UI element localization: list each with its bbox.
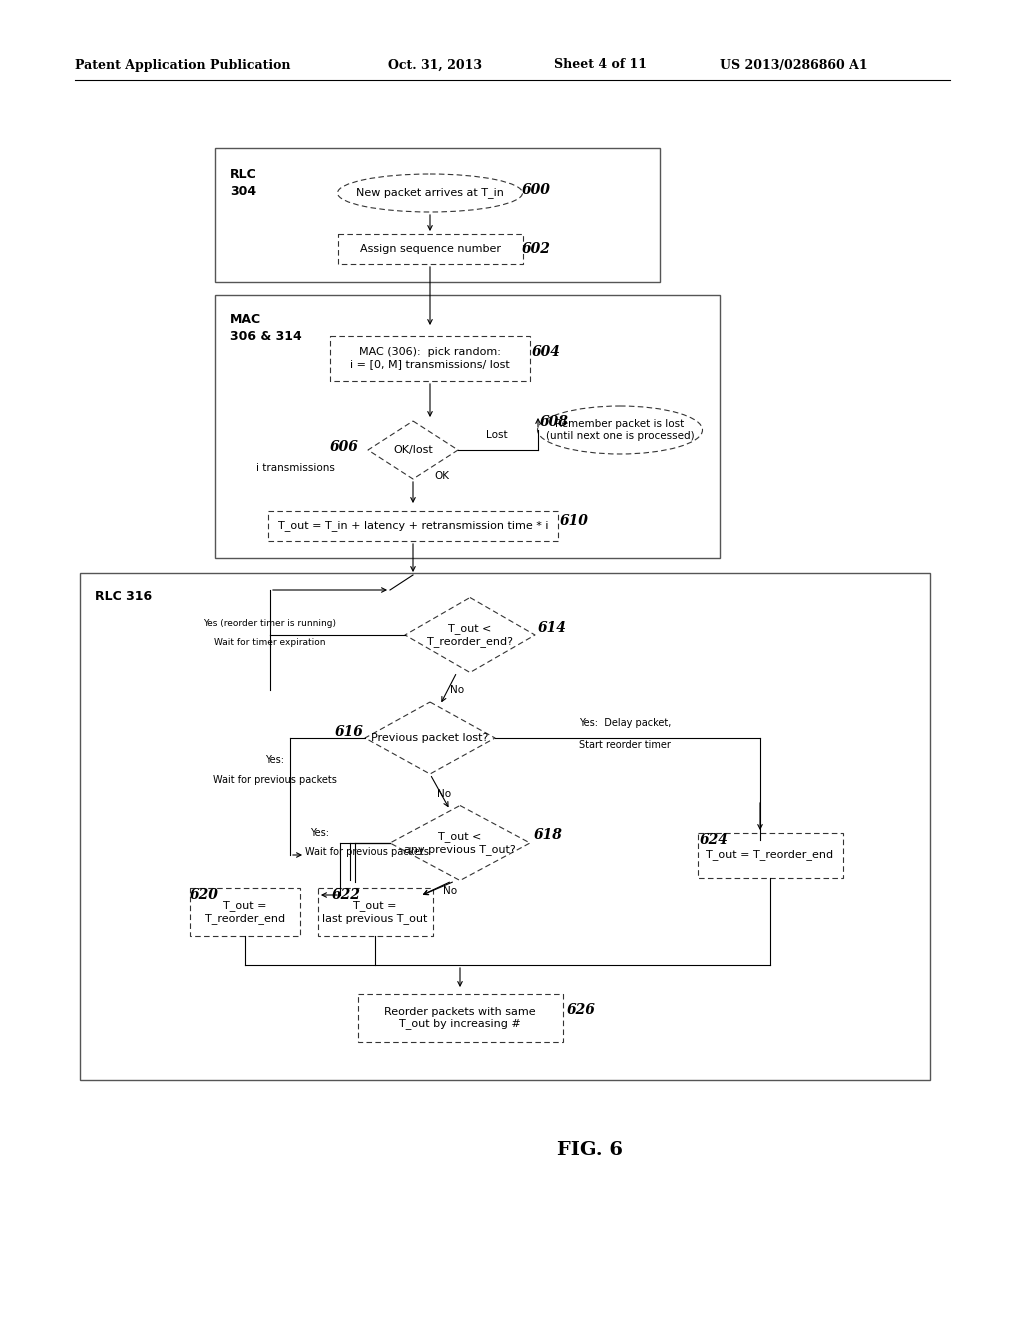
Text: Remember packet is lost
(until next one is processed): Remember packet is lost (until next one … <box>546 420 694 441</box>
Text: No: No <box>450 685 464 696</box>
FancyBboxPatch shape <box>268 511 558 541</box>
Text: 616: 616 <box>335 725 364 739</box>
FancyBboxPatch shape <box>215 294 720 558</box>
Text: Yes (reorder timer is running): Yes (reorder timer is running) <box>204 619 337 628</box>
Text: No: No <box>443 886 457 896</box>
Text: Start reorder timer: Start reorder timer <box>579 741 671 750</box>
Text: US 2013/0286860 A1: US 2013/0286860 A1 <box>720 58 867 71</box>
Text: OK: OK <box>434 471 449 480</box>
Text: T_out <
T_reorder_end?: T_out < T_reorder_end? <box>427 623 513 647</box>
Text: Previous packet lost?: Previous packet lost? <box>372 733 488 743</box>
Text: Patent Application Publication: Patent Application Publication <box>75 58 291 71</box>
Text: T_out =
T_reorder_end: T_out = T_reorder_end <box>205 900 285 924</box>
Ellipse shape <box>338 174 522 213</box>
Text: 618: 618 <box>534 828 563 842</box>
Text: Oct. 31, 2013: Oct. 31, 2013 <box>388 58 482 71</box>
Text: Lost: Lost <box>486 430 508 440</box>
Text: Wait for timer expiration: Wait for timer expiration <box>214 638 326 647</box>
Text: FIG. 6: FIG. 6 <box>557 1140 623 1159</box>
FancyBboxPatch shape <box>190 888 300 936</box>
Text: 610: 610 <box>560 513 589 528</box>
Text: Yes:: Yes: <box>265 755 285 766</box>
Text: T_out =
last previous T_out: T_out = last previous T_out <box>323 900 428 924</box>
Text: 306 & 314: 306 & 314 <box>230 330 302 343</box>
FancyBboxPatch shape <box>697 833 843 878</box>
Text: 614: 614 <box>538 620 567 635</box>
Text: MAC (306):  pick random:
i = [0, M] transmissions/ lost: MAC (306): pick random: i = [0, M] trans… <box>350 347 510 368</box>
Text: Sheet 4 of 11: Sheet 4 of 11 <box>554 58 647 71</box>
Text: Yes:  Delay packet,: Yes: Delay packet, <box>579 718 671 729</box>
Text: T_out = T_in + latency + retransmission time * i: T_out = T_in + latency + retransmission … <box>278 520 548 532</box>
FancyBboxPatch shape <box>80 573 930 1080</box>
Text: Assign sequence number: Assign sequence number <box>359 244 501 253</box>
Text: Wait for previous packets: Wait for previous packets <box>305 847 429 857</box>
Text: 602: 602 <box>522 242 551 256</box>
Text: 600: 600 <box>522 183 551 197</box>
Text: Reorder packets with same
T_out by increasing #: Reorder packets with same T_out by incre… <box>384 1007 536 1030</box>
Text: 608: 608 <box>540 414 569 429</box>
Text: 626: 626 <box>567 1003 596 1016</box>
FancyBboxPatch shape <box>357 994 562 1041</box>
Text: MAC: MAC <box>230 313 261 326</box>
Text: No: No <box>437 789 452 799</box>
Text: New packet arrives at T_in: New packet arrives at T_in <box>356 187 504 198</box>
Text: i transmissions: i transmissions <box>256 463 335 473</box>
Text: 624: 624 <box>700 833 729 847</box>
Text: Wait for previous packets: Wait for previous packets <box>213 775 337 785</box>
Text: RLC: RLC <box>230 168 257 181</box>
Text: 604: 604 <box>532 345 561 359</box>
Text: 622: 622 <box>332 888 360 902</box>
FancyBboxPatch shape <box>338 234 522 264</box>
FancyBboxPatch shape <box>330 335 530 380</box>
Text: T_out <
any previous T_out?: T_out < any previous T_out? <box>404 832 516 855</box>
Text: Yes:: Yes: <box>310 828 330 838</box>
Text: RLC 316: RLC 316 <box>95 590 153 603</box>
Ellipse shape <box>538 407 702 454</box>
Text: 304: 304 <box>230 185 256 198</box>
Text: T_out = T_reorder_end: T_out = T_reorder_end <box>707 850 834 861</box>
Text: OK/lost: OK/lost <box>393 445 433 455</box>
Text: 606: 606 <box>330 440 358 454</box>
FancyBboxPatch shape <box>215 148 660 282</box>
FancyBboxPatch shape <box>317 888 432 936</box>
Text: 620: 620 <box>190 888 219 902</box>
